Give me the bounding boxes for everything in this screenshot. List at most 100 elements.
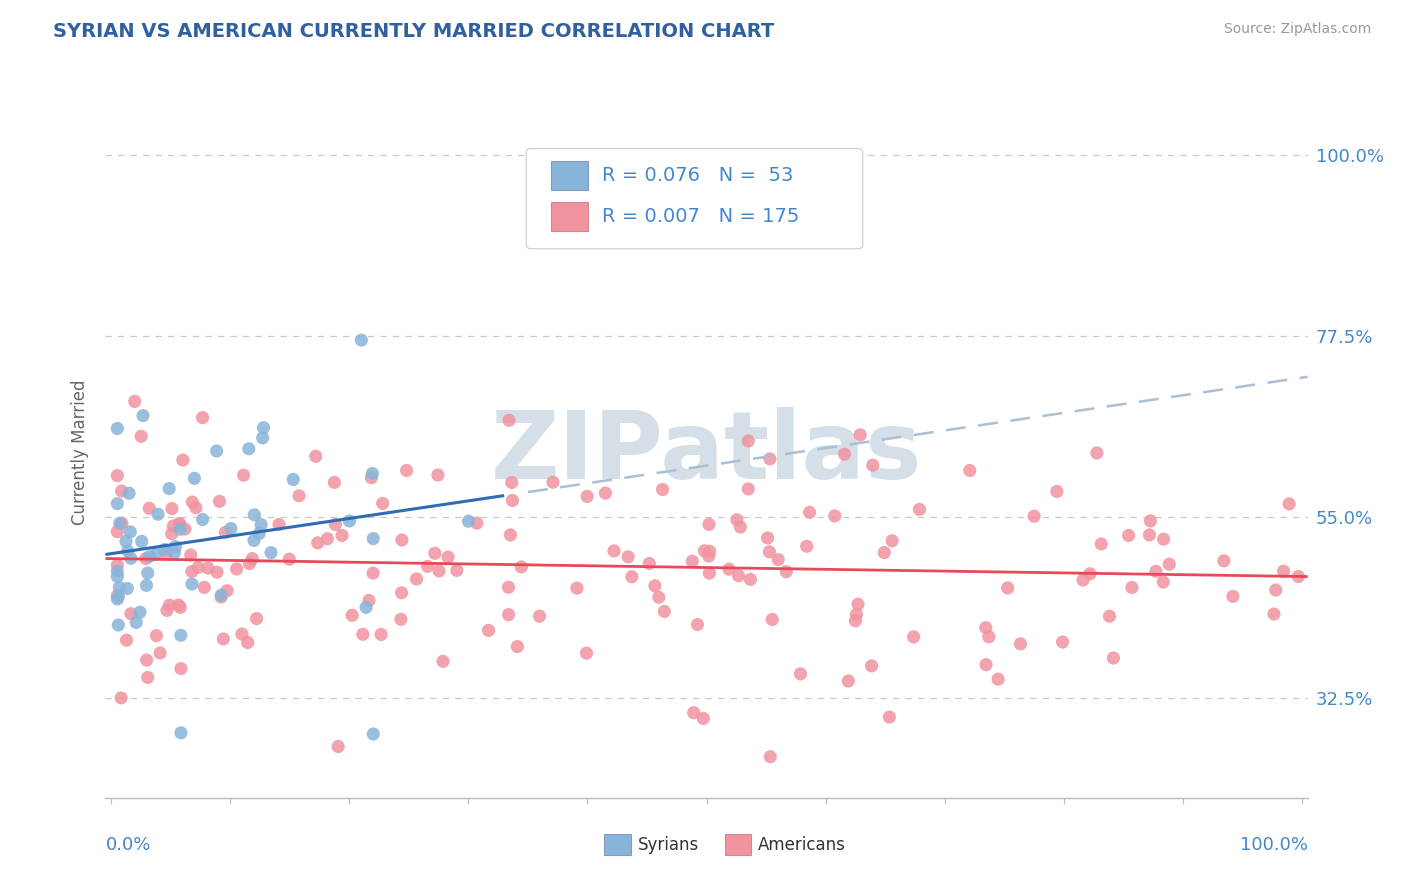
Point — [145, 548, 167, 562]
Point — [111, 516, 134, 531]
Point — [110, 483, 132, 498]
Point — [330, 528, 353, 542]
Point — [465, 516, 488, 530]
Point — [730, 520, 752, 534]
Point — [477, 624, 499, 638]
Point — [120, 607, 142, 621]
Point — [737, 434, 759, 448]
Point — [115, 633, 138, 648]
Point — [243, 508, 266, 522]
Point — [118, 486, 141, 500]
Point — [217, 583, 239, 598]
Point — [354, 600, 377, 615]
Point — [107, 590, 129, 604]
Point — [138, 501, 160, 516]
Point — [174, 522, 197, 536]
Point — [232, 468, 254, 483]
Point — [997, 581, 1019, 595]
Point — [180, 565, 202, 579]
Point — [350, 333, 373, 347]
Point — [391, 533, 413, 547]
Point — [837, 673, 859, 688]
Point — [423, 546, 446, 560]
Point — [212, 632, 235, 646]
Point — [339, 514, 361, 528]
Point — [187, 560, 209, 574]
Point — [565, 581, 588, 595]
Point — [1098, 609, 1121, 624]
Point — [987, 672, 1010, 686]
Point — [138, 549, 160, 564]
Point — [124, 394, 146, 409]
Point — [1278, 497, 1301, 511]
Point — [129, 605, 152, 619]
Point — [105, 468, 128, 483]
Point — [219, 522, 242, 536]
Point — [1052, 635, 1074, 649]
Point — [446, 563, 468, 577]
Point — [1090, 537, 1112, 551]
Point — [849, 428, 872, 442]
Point — [501, 475, 523, 490]
Point — [1010, 637, 1032, 651]
Point — [692, 711, 714, 725]
Point — [846, 597, 869, 611]
Point — [844, 614, 866, 628]
Point — [1263, 607, 1285, 621]
Point — [727, 568, 749, 582]
Point — [761, 613, 783, 627]
Point — [172, 453, 194, 467]
Point — [432, 654, 454, 668]
Point — [205, 566, 228, 580]
Point — [267, 517, 290, 532]
Point — [115, 534, 138, 549]
Text: R = 0.007   N = 175: R = 0.007 N = 175 — [602, 208, 799, 227]
Point — [759, 451, 782, 466]
Point — [153, 542, 176, 557]
Point — [105, 589, 128, 603]
Point — [499, 528, 522, 542]
Point — [135, 578, 157, 592]
Point — [740, 573, 762, 587]
Point — [959, 463, 981, 477]
Point — [882, 533, 904, 548]
Point — [405, 572, 427, 586]
Point — [977, 630, 1000, 644]
Point — [214, 525, 236, 540]
Point — [105, 564, 128, 578]
Point — [389, 612, 412, 626]
Point — [240, 551, 263, 566]
Point — [169, 522, 191, 536]
Point — [437, 550, 460, 565]
Point — [157, 482, 180, 496]
Point — [693, 544, 716, 558]
Point — [1121, 581, 1143, 595]
Point — [105, 524, 128, 539]
Point — [652, 604, 675, 618]
Point — [105, 421, 128, 435]
Point — [252, 431, 274, 445]
Point — [170, 726, 193, 740]
Text: Americans: Americans — [758, 836, 846, 854]
Point — [357, 593, 380, 607]
Point — [1118, 528, 1140, 542]
Point — [395, 463, 418, 477]
Point — [638, 557, 661, 571]
Point — [789, 666, 811, 681]
Point — [183, 471, 205, 485]
Point — [236, 635, 259, 649]
Bar — [605, 834, 631, 855]
Point — [908, 502, 931, 516]
Point — [181, 577, 204, 591]
Point — [759, 749, 782, 764]
Point — [766, 552, 789, 566]
FancyBboxPatch shape — [526, 148, 863, 249]
Point — [391, 586, 413, 600]
Point — [498, 580, 520, 594]
Point — [416, 559, 439, 574]
Point — [862, 458, 884, 472]
Point — [165, 540, 187, 554]
Point — [169, 516, 191, 531]
Text: Source: ZipAtlas.com: Source: ZipAtlas.com — [1223, 22, 1371, 37]
Point — [208, 494, 231, 508]
